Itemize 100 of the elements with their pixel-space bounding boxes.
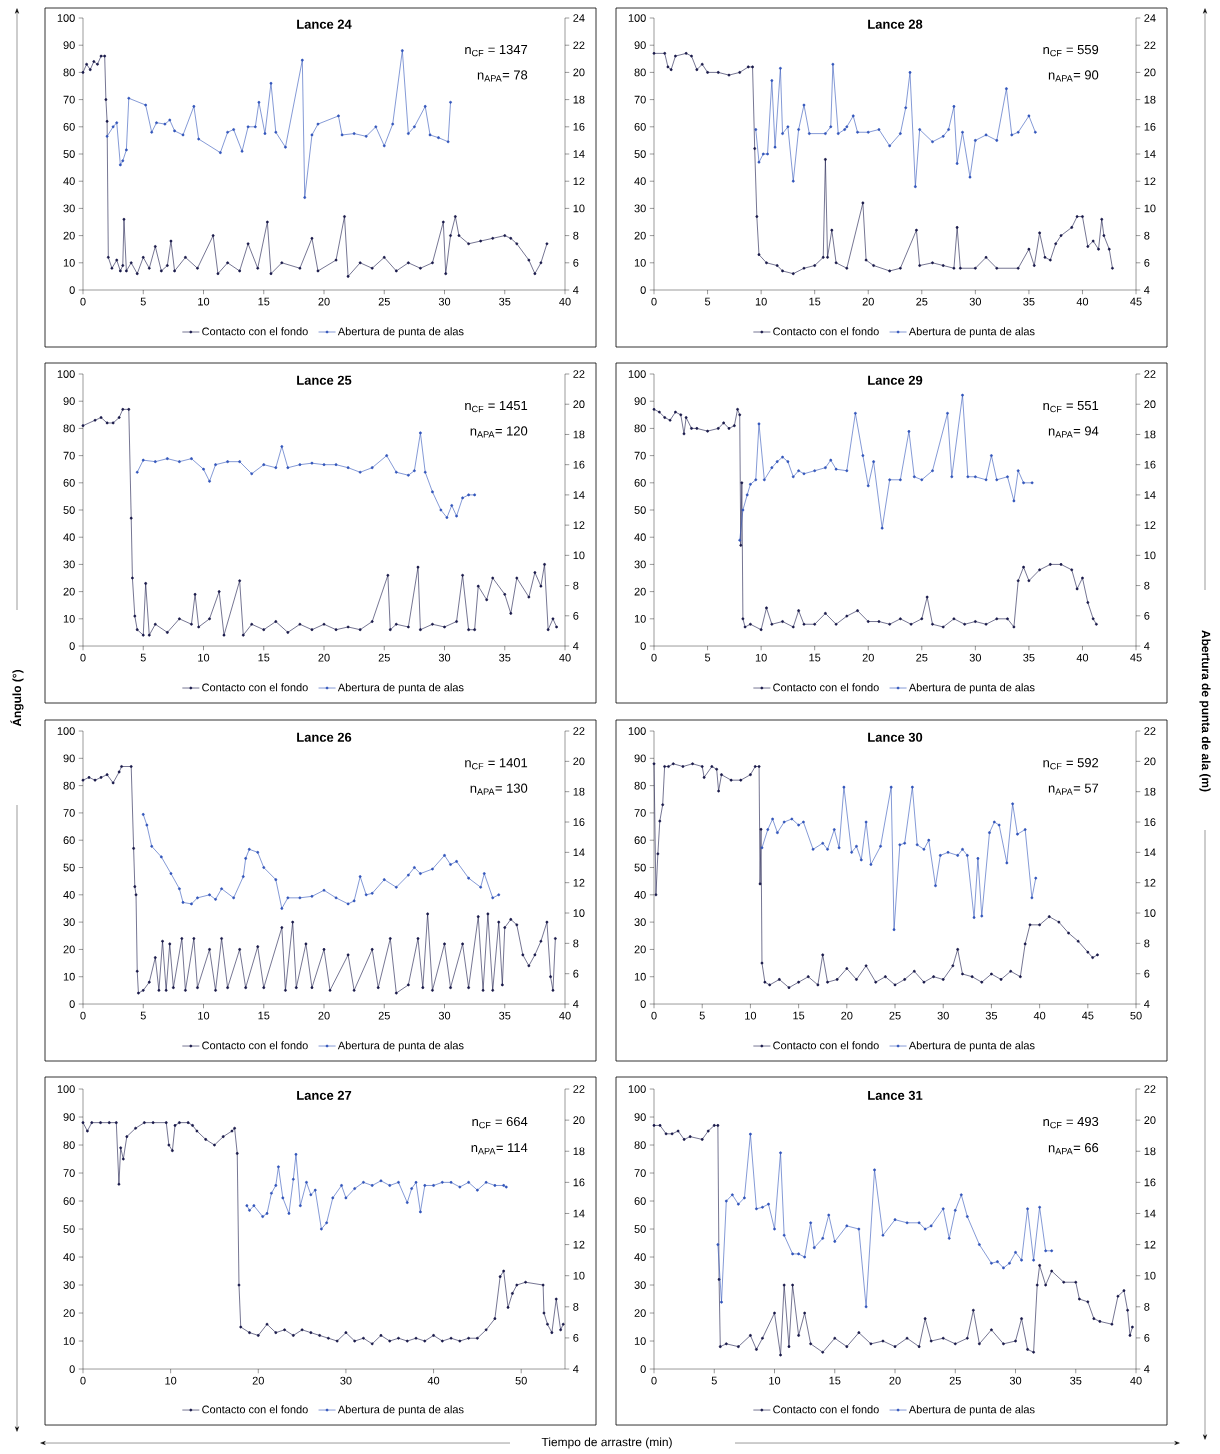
point xyxy=(1038,1205,1042,1209)
y-tick-label: 70 xyxy=(63,809,75,817)
point xyxy=(458,1185,462,1189)
y2-tick-label: 4 xyxy=(573,286,579,294)
point xyxy=(274,130,278,134)
point xyxy=(946,850,950,854)
y2-tick-label: 8 xyxy=(573,231,579,240)
x-tick-label: 20 xyxy=(862,653,874,662)
point xyxy=(1020,1258,1023,1262)
x-tick-label: 15 xyxy=(258,1011,270,1020)
point xyxy=(1006,475,1009,479)
x-tick-label: 0 xyxy=(80,1376,86,1385)
point xyxy=(797,469,801,473)
y-tick-label: 70 xyxy=(634,451,646,460)
point xyxy=(419,1210,422,1214)
y-tick-label: 100 xyxy=(628,370,646,378)
y-tick-label: 80 xyxy=(63,781,75,790)
y-tick-label: 30 xyxy=(634,560,646,569)
y2-tick-label: 16 xyxy=(1144,1178,1156,1187)
point xyxy=(124,148,128,152)
y2-tick-label: 8 xyxy=(1144,1302,1150,1311)
y2-tick-label: 20 xyxy=(1144,757,1156,766)
point xyxy=(1032,1258,1035,1262)
y2-tick-label: 24 xyxy=(573,14,585,22)
point xyxy=(419,872,422,875)
point xyxy=(406,473,410,477)
point xyxy=(370,466,374,470)
y-tick-label: 60 xyxy=(63,122,75,131)
point xyxy=(240,149,244,153)
point xyxy=(309,1193,313,1197)
y-tick-label: 50 xyxy=(63,863,75,872)
point xyxy=(973,475,977,479)
point xyxy=(888,478,892,482)
x-tick-label: 15 xyxy=(809,297,821,306)
x-tick-label: 35 xyxy=(1023,653,1035,662)
point xyxy=(197,137,201,141)
x-tick-label: 10 xyxy=(769,1376,781,1385)
y2-tick-label: 4 xyxy=(1144,1000,1150,1008)
point xyxy=(262,866,266,869)
point xyxy=(802,820,805,824)
point xyxy=(947,128,950,131)
y-tick-label: 40 xyxy=(634,177,646,186)
point xyxy=(135,470,139,474)
x-tick-label: 20 xyxy=(318,1011,330,1020)
point xyxy=(127,96,131,100)
point xyxy=(917,1221,921,1225)
point xyxy=(770,79,774,82)
y2-tick-label: 6 xyxy=(1144,611,1150,620)
point xyxy=(754,128,758,131)
point xyxy=(467,1180,471,1184)
point xyxy=(797,128,801,131)
x-tick-label: 40 xyxy=(559,297,571,306)
point xyxy=(898,132,902,135)
point xyxy=(790,817,794,821)
point xyxy=(340,133,344,137)
point xyxy=(405,1201,409,1204)
legend-label: Contacto con el fondo xyxy=(202,327,308,336)
point xyxy=(923,1227,927,1231)
y2-tick-label: 22 xyxy=(1144,41,1156,50)
point xyxy=(866,484,870,488)
point xyxy=(491,896,495,900)
y2-tick-label: 14 xyxy=(1144,150,1156,158)
legend-label: Abertura de punta de alas xyxy=(908,1041,1035,1052)
x-tick-label: 40 xyxy=(1033,1011,1046,1020)
point xyxy=(745,493,749,497)
point xyxy=(394,470,398,474)
point xyxy=(880,526,884,530)
x-tick-label: 40 xyxy=(559,1011,571,1020)
y2-tick-label: 22 xyxy=(1144,1085,1156,1093)
point xyxy=(821,841,825,845)
x-tick-label: 20 xyxy=(252,1376,264,1385)
point xyxy=(807,132,811,135)
annotation: n$_{APA}$= 90 xyxy=(1048,70,1099,82)
point xyxy=(775,460,779,464)
y-tick-label: 70 xyxy=(634,1169,646,1177)
y-tick-label: 10 xyxy=(63,972,75,981)
y2-tick-label: 12 xyxy=(1144,1240,1156,1249)
point xyxy=(760,846,764,850)
y2-tick-label: 18 xyxy=(1144,430,1156,439)
point xyxy=(809,1221,813,1225)
point xyxy=(761,152,765,156)
x-tick-label: 30 xyxy=(969,297,982,306)
annotation: n$_{APA}$= 78 xyxy=(477,70,528,82)
point xyxy=(382,878,386,882)
y2-tick-label: 16 xyxy=(573,818,585,826)
point xyxy=(1022,481,1025,485)
point xyxy=(310,894,314,898)
y-tick-label: 30 xyxy=(634,918,646,926)
y-tick-label: 50 xyxy=(634,1225,646,1233)
y-tick-label: 40 xyxy=(634,533,646,542)
x-tick-label: 40 xyxy=(1076,297,1089,306)
point xyxy=(253,125,257,129)
x-tick-label: 25 xyxy=(889,1011,901,1020)
point xyxy=(766,828,770,831)
point xyxy=(824,466,827,470)
point xyxy=(247,847,251,851)
point xyxy=(226,460,230,464)
point xyxy=(802,472,806,476)
point xyxy=(397,1180,400,1184)
y2-tick-label: 18 xyxy=(1144,787,1156,796)
